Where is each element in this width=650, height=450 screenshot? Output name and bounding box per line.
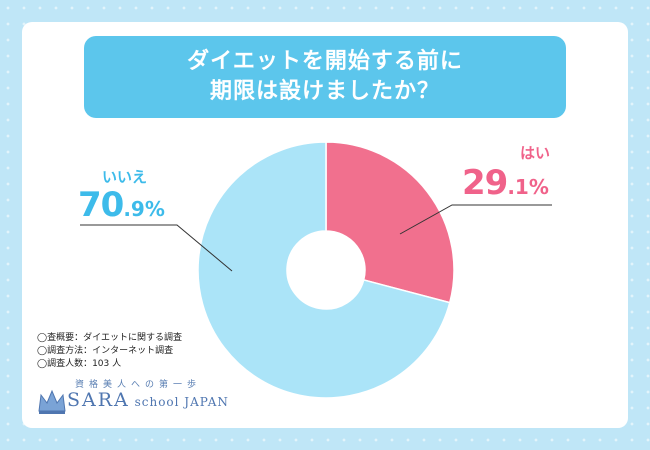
label-yes-dec: .1 [507, 175, 529, 199]
note-overview: ◯査概要：ダイエットに関する調査 [37, 333, 182, 343]
donut-slice-1 [197, 141, 451, 399]
title-banner: ダイエットを開始する前に 期限は設けましたか？ [84, 36, 566, 118]
title-line-1: ダイエットを開始する前に [187, 49, 463, 74]
label-no-unit: % [145, 197, 165, 221]
logo-brand-sara: SARA [67, 389, 130, 411]
label-no-value: 70.9% [78, 185, 165, 225]
donut-slice-0 [325, 141, 455, 304]
logo-tagline: 資格美人への第一歩 [75, 380, 202, 390]
label-yes-unit: % [529, 175, 549, 199]
logo-brand: SARA school JAPAN [67, 389, 229, 411]
sara-logo: 資格美人への第一歩 SARA school JAPAN [37, 377, 247, 419]
label-yes-value: 29.1% [462, 163, 549, 203]
label-yes-name: はい [520, 144, 550, 162]
note-count: ◯調査人数：103 人 [37, 359, 122, 369]
label-no-name: いいえ [102, 168, 147, 186]
logo-brand-suffix: school JAPAN [129, 395, 229, 409]
label-no-int: 70 [78, 185, 124, 225]
donut-chart: はい 29.1% いいえ 70.9% [78, 141, 552, 399]
leader-line-no [80, 224, 233, 272]
title-line-2: 期限は設けましたか？ [209, 79, 440, 104]
label-no-dec: .9 [123, 197, 145, 221]
survey-notes: ◯査概要：ダイエットに関する調査 ◯調査方法：インターネット調査 ◯調査人数：1… [37, 332, 182, 371]
crown-icon [38, 389, 66, 414]
leader-line-yes [399, 204, 552, 235]
label-yes-int: 29 [462, 163, 507, 203]
note-method: ◯調査方法：インターネット調査 [37, 346, 174, 356]
chart-card: ダイエットを開始する前に 期限は設けましたか？ はい 29.1% いいえ 70.… [22, 22, 628, 428]
